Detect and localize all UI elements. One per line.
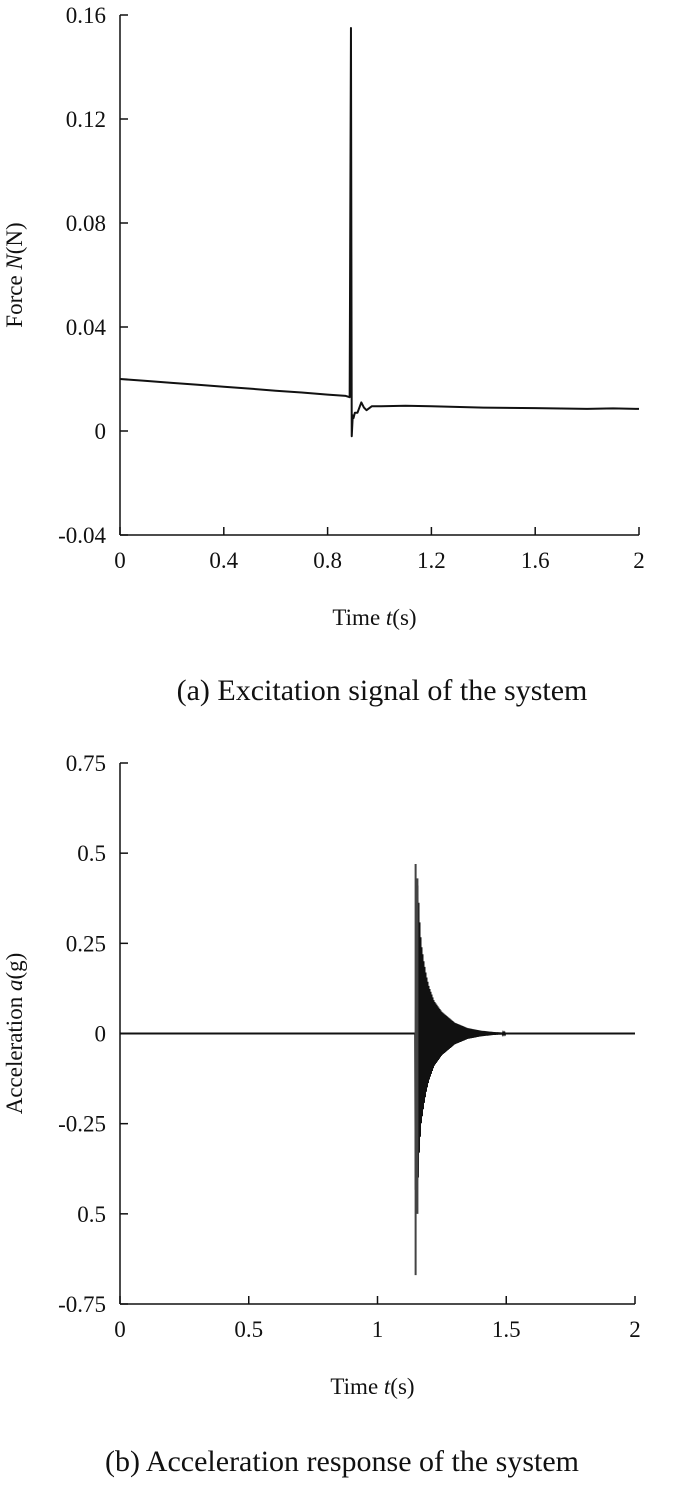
excitation-y-tick-label: -0.04 — [58, 523, 106, 548]
acceleration-x-axis-label-italic: t — [384, 1374, 391, 1399]
acceleration-y-tick-label: -0.75 — [58, 1292, 106, 1317]
excitation-y-tick-label: 0.08 — [66, 211, 106, 236]
excitation-x-tick-label: 1.6 — [521, 548, 550, 573]
acceleration-x-tick-label: 0 — [114, 1317, 126, 1342]
excitation-series-line — [119, 27, 640, 438]
acceleration-y-tick-label: 0 — [95, 1022, 107, 1047]
excitation-y-axis-label-italic: N — [2, 253, 27, 271]
acceleration-y-axis-label-prefix: Acceleration — [2, 991, 27, 1114]
acceleration-caption: (b) Acceleration response of the system — [105, 1445, 579, 1478]
acceleration-y-tick-label: 0.5 — [77, 841, 106, 866]
acceleration-x-tick-label: 1.5 — [492, 1317, 521, 1342]
excitation-x-tick-label: 2 — [633, 548, 645, 573]
acceleration-y-tick-label: 0.25 — [66, 931, 106, 956]
excitation-x-axis-label-suffix: (s) — [392, 605, 416, 630]
excitation-y-tick-label: 0.12 — [66, 107, 106, 132]
acceleration-x-axis-label: Time t(s) — [330, 1374, 414, 1399]
excitation-y-tick-label: 0.04 — [66, 315, 107, 340]
excitation-x-tick-label: 1.2 — [417, 548, 446, 573]
excitation-y-tick-label: 0 — [95, 419, 107, 444]
excitation-y-tick-label: 0.16 — [66, 3, 106, 28]
excitation-x-axis-label: Time t(s) — [332, 605, 416, 630]
acceleration-x-tick-label: 0.5 — [234, 1317, 263, 1342]
excitation-caption: (a) Excitation signal of the system — [177, 674, 588, 707]
acceleration-x-tick-label: 2 — [629, 1317, 641, 1342]
acceleration-y-axis-label: Acceleration a(g) — [2, 953, 27, 1115]
acceleration-x-tick-label: 1 — [372, 1317, 384, 1342]
excitation-x-axis-label-prefix: Time — [332, 605, 385, 630]
excitation-y-axis-label-suffix: (N) — [2, 222, 27, 254]
excitation-x-tick-label: 0 — [114, 548, 126, 573]
acceleration-y-axis-label-suffix: (g) — [2, 953, 27, 980]
acceleration-chart: 0 0.5 1 1.5 2 0.75 0.5 0.25 0 -0.25 0.5 -0.75 Time t… — [2, 751, 641, 1478]
excitation-y-axis-label-prefix: Force — [2, 270, 27, 328]
excitation-chart: 0 0.4 0.8 1.2 1.6 2 -0.04 0 0.04 0.08 0.12 0.16 Time… — [2, 3, 645, 707]
acceleration-y-tick-label: -0.25 — [58, 1112, 106, 1137]
excitation-x-tick-label: 0.4 — [209, 548, 238, 573]
acceleration-series-oscillation — [414, 882, 507, 1212]
acceleration-y-axis-label-italic: a — [2, 980, 27, 992]
excitation-y-axis-label: Force N(N) — [2, 222, 27, 327]
excitation-x-tick-label: 0.8 — [313, 548, 342, 573]
acceleration-y-tick-label: 0.75 — [66, 751, 106, 776]
acceleration-y-tick-label: 0.5 — [77, 1202, 106, 1227]
excitation-x-axis-label-italic: t — [386, 605, 393, 630]
acceleration-x-axis-label-suffix: (s) — [390, 1374, 414, 1399]
acceleration-x-axis-label-prefix: Time — [330, 1374, 383, 1399]
